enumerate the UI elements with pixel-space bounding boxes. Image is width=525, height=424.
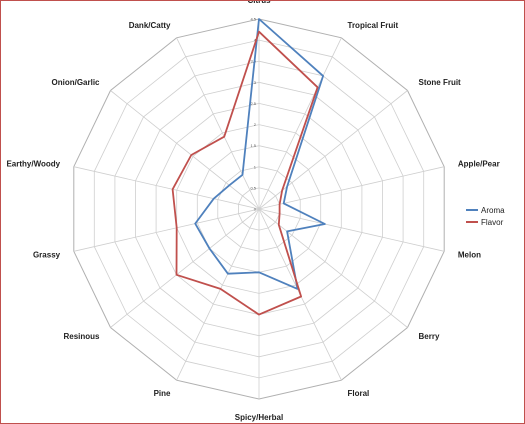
category-label: Resinous	[63, 332, 100, 341]
category-labels: Citrus Tropical Fruit Stone Fruit Apple/Pea…	[6, 1, 499, 422]
tick-label: 3.5	[250, 59, 256, 64]
legend-label: Flavor	[481, 218, 504, 227]
tick-label: 2.5	[250, 101, 256, 106]
grid-spoke	[73, 166, 260, 210]
category-label: Dank/Catty	[129, 21, 171, 30]
category-label: Apple/Pear	[458, 160, 500, 169]
grid-spoke	[258, 37, 342, 210]
category-label: Grassy	[33, 250, 61, 259]
grid-spoke	[176, 37, 260, 210]
tick-label: 2	[254, 122, 257, 127]
tick-label: 0	[254, 207, 257, 212]
category-label: Tropical Fruit	[348, 21, 399, 30]
category-label: Spicy/Herbal	[235, 413, 283, 422]
tick-label: 1.5	[250, 143, 256, 148]
category-label: Onion/Garlic	[51, 78, 100, 87]
grid-spoke	[176, 208, 260, 381]
tick-label: 0.5	[250, 185, 256, 190]
grid-spoke	[258, 208, 408, 328]
category-label: Melon	[458, 250, 481, 259]
grid-spoke	[73, 208, 260, 252]
tick-label: 3	[254, 80, 257, 85]
category-label: Stone Fruit	[419, 78, 462, 87]
category-label: Pine	[154, 389, 171, 398]
grid-spoke	[258, 166, 445, 210]
grid-spoke	[110, 208, 260, 328]
series-line-aroma	[194, 18, 326, 290]
tick-label: 4	[254, 38, 257, 43]
tick-label: 4.5	[250, 17, 256, 22]
category-label: Berry	[419, 332, 440, 341]
series-layer	[171, 18, 326, 316]
category-label: Floral	[348, 389, 370, 398]
legend: Aroma Flavor	[466, 206, 505, 227]
legend-label: Aroma	[481, 206, 505, 215]
tick-label: 1	[254, 164, 257, 169]
series-line-flavor	[171, 30, 319, 316]
radial-tick-labels: 0 0.5 1 1.5 2 2.5 3 3.5 4 4.5	[250, 17, 256, 212]
grid-spoke	[258, 90, 408, 210]
grid-spoke	[110, 90, 260, 210]
category-label: Citrus	[247, 1, 271, 5]
grid-spoke	[258, 208, 445, 252]
category-label: Earthy/Woody	[6, 160, 60, 169]
radar-grid	[73, 18, 445, 400]
